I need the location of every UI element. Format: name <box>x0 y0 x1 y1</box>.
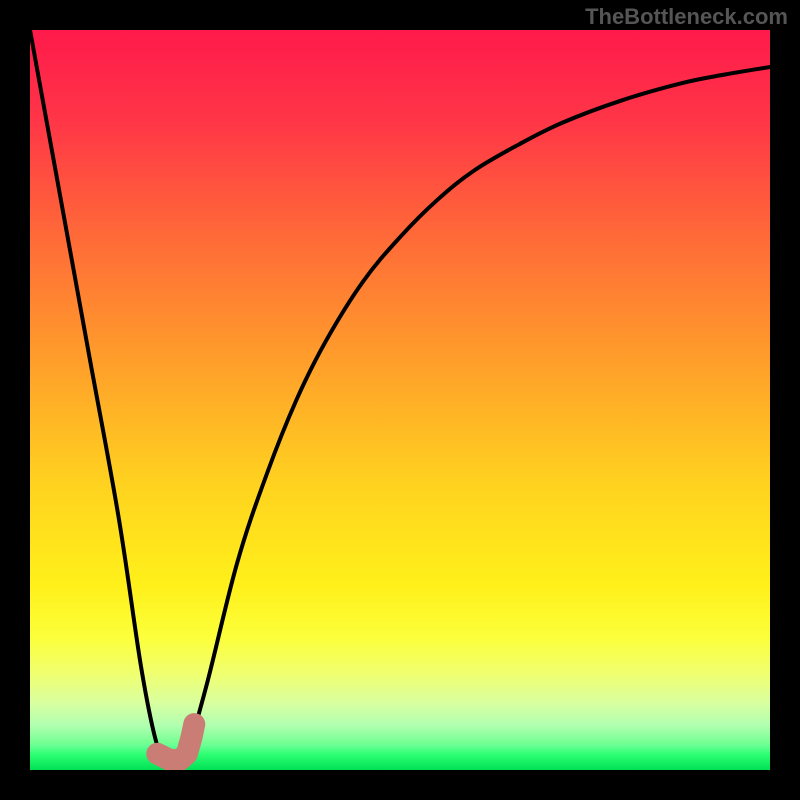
watermark-text: TheBottleneck.com <box>585 4 788 30</box>
plot-area <box>30 30 770 770</box>
bottleneck-marker <box>157 724 194 760</box>
curve-right-branch <box>185 67 770 761</box>
bottleneck-marker-stroke <box>157 724 194 760</box>
curve-left-branch <box>30 30 167 764</box>
bottleneck-curve <box>30 30 770 770</box>
